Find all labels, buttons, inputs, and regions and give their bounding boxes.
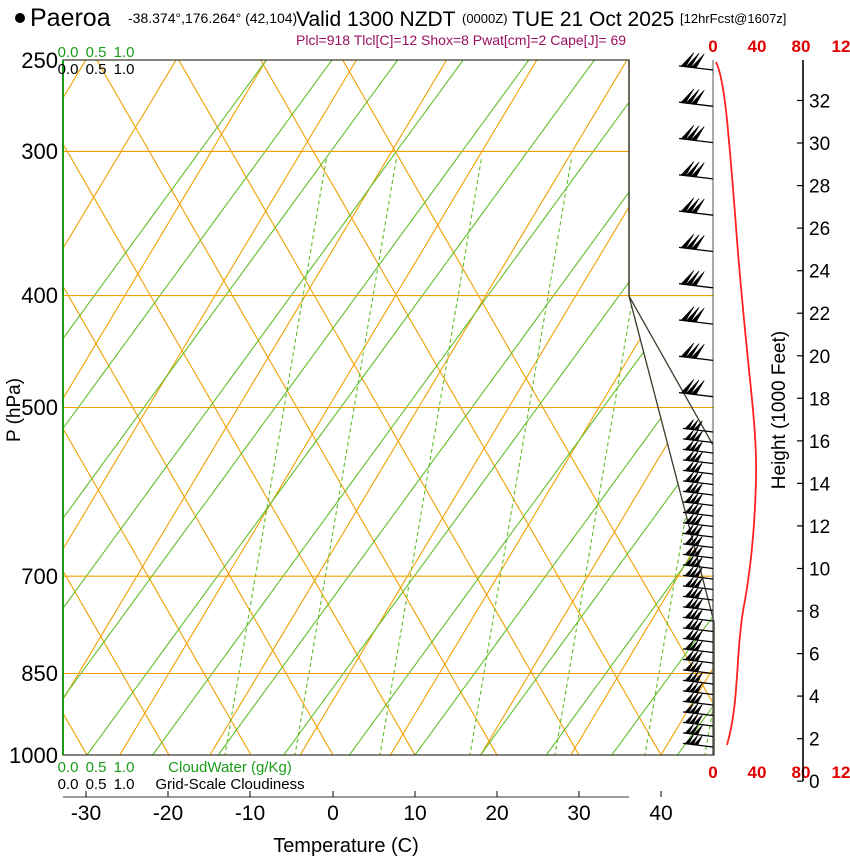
svg-text:0.0: 0.0 (58, 776, 79, 793)
svg-text:80: 80 (792, 763, 811, 782)
svg-text:2: 2 (809, 730, 820, 751)
svg-text:20: 20 (485, 802, 508, 825)
svg-text:Plcl=918 Tlcl[C]=12 Shox=8 Pwa: Plcl=918 Tlcl[C]=12 Shox=8 Pwat[cm]=2 Ca… (296, 32, 626, 48)
svg-text:TUE 21 Oct 2025: TUE 21 Oct 2025 (512, 8, 674, 31)
svg-text:0.0: 0.0 (58, 61, 79, 78)
svg-text:0.0: 0.0 (58, 44, 79, 61)
svg-text:12: 12 (832, 37, 850, 56)
svg-text:0: 0 (708, 37, 717, 56)
svg-text:40: 40 (748, 763, 767, 782)
svg-text:P (hPa): P (hPa) (4, 378, 25, 442)
svg-text:12: 12 (809, 517, 830, 538)
svg-text:850: 850 (21, 661, 58, 686)
svg-text:1.0: 1.0 (114, 759, 135, 776)
svg-text:-10: -10 (235, 802, 265, 825)
svg-text:Height (1000 Feet): Height (1000 Feet) (769, 331, 790, 489)
svg-text:CloudWater (g/Kg): CloudWater (g/Kg) (168, 759, 292, 776)
svg-text:30: 30 (567, 802, 590, 825)
svg-text:(0000Z): (0000Z) (462, 11, 508, 26)
svg-text:0.5: 0.5 (86, 44, 107, 61)
svg-text:Temperature (C): Temperature (C) (273, 835, 419, 857)
svg-text:8: 8 (809, 602, 820, 623)
svg-text:Paeroa: Paeroa (30, 4, 111, 32)
svg-text:500: 500 (21, 395, 58, 420)
svg-text:26: 26 (809, 219, 830, 240)
svg-text:0.5: 0.5 (86, 61, 107, 78)
svg-text:32: 32 (809, 92, 830, 113)
svg-text:80: 80 (792, 37, 811, 56)
svg-text:28: 28 (809, 177, 830, 198)
svg-text:14: 14 (809, 474, 831, 495)
svg-text:-20: -20 (153, 802, 183, 825)
svg-text:18: 18 (809, 389, 830, 410)
svg-text:0: 0 (327, 802, 339, 825)
svg-text:0.0: 0.0 (58, 759, 79, 776)
svg-text:0.5: 0.5 (86, 776, 107, 793)
svg-text:24: 24 (809, 262, 831, 283)
svg-text:250: 250 (21, 48, 58, 73)
svg-text:-30: -30 (71, 802, 101, 825)
svg-text:12: 12 (832, 763, 850, 782)
svg-text:[12hrFcst@1607z]: [12hrFcst@1607z] (680, 11, 786, 26)
svg-text:10: 10 (403, 802, 426, 825)
svg-text:1.0: 1.0 (114, 61, 135, 78)
svg-text:22: 22 (809, 304, 830, 325)
svg-text:0: 0 (708, 763, 717, 782)
svg-text:-38.374°,176.264° (42,104): -38.374°,176.264° (42,104) (128, 10, 297, 26)
svg-text:16: 16 (809, 432, 830, 453)
svg-text:30: 30 (809, 134, 830, 155)
svg-text:0: 0 (809, 772, 820, 793)
svg-text:40: 40 (748, 37, 767, 56)
svg-text:40: 40 (649, 802, 672, 825)
svg-text:20: 20 (809, 347, 830, 368)
svg-text:0.5: 0.5 (86, 759, 107, 776)
svg-text:400: 400 (21, 283, 58, 308)
svg-text:10: 10 (809, 560, 830, 581)
svg-text:1.0: 1.0 (114, 44, 135, 61)
svg-text:Valid 1300 NZDT: Valid 1300 NZDT (296, 8, 456, 31)
svg-text:1.0: 1.0 (114, 776, 135, 793)
svg-text:700: 700 (21, 564, 58, 589)
svg-text:300: 300 (21, 139, 58, 164)
svg-text:6: 6 (809, 645, 820, 666)
svg-text:Grid-Scale Cloudiness: Grid-Scale Cloudiness (155, 776, 304, 793)
svg-text:1000: 1000 (9, 743, 58, 768)
svg-text:4: 4 (809, 687, 820, 708)
